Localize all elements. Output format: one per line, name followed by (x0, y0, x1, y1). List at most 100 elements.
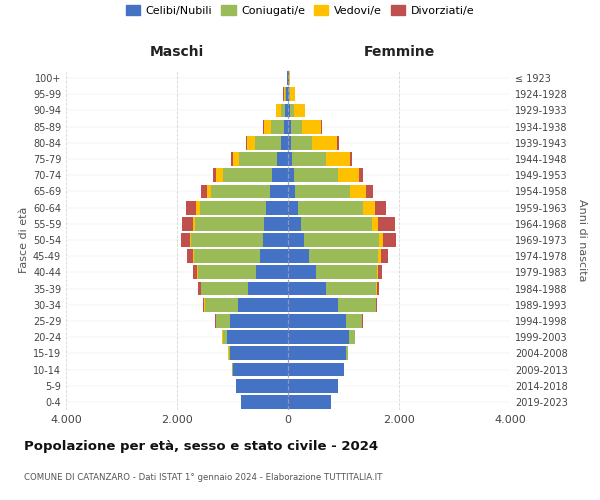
Bar (233, 362, 288, 376)
Bar (379, 233, 383, 247)
Bar (211, 184, 269, 198)
Bar (272, 168, 288, 182)
Bar (377, 266, 379, 280)
Bar (366, 184, 373, 198)
Bar (191, 233, 263, 247)
Bar (290, 104, 294, 118)
Bar (198, 282, 200, 296)
Bar (288, 330, 349, 344)
Bar (288, 88, 289, 101)
Bar (292, 152, 326, 166)
Bar (187, 250, 193, 263)
Bar (326, 152, 350, 166)
Bar (376, 298, 377, 312)
Bar (182, 217, 193, 230)
Bar (233, 152, 239, 166)
Bar (255, 136, 281, 149)
Bar (239, 152, 277, 166)
Bar (309, 250, 379, 263)
Bar (247, 136, 254, 149)
Bar (346, 346, 348, 360)
Bar (216, 168, 223, 182)
Bar (304, 233, 379, 247)
Bar (207, 184, 211, 198)
Bar (193, 217, 195, 230)
Bar (288, 282, 326, 296)
Bar (292, 136, 313, 149)
Bar (269, 184, 288, 198)
Bar (229, 346, 230, 360)
Bar (227, 330, 288, 344)
Bar (285, 104, 288, 118)
Bar (338, 168, 359, 182)
Bar (293, 168, 338, 182)
Y-axis label: Anni di nascita: Anni di nascita (577, 198, 587, 281)
Bar (381, 250, 388, 263)
Bar (288, 250, 309, 263)
Bar (281, 136, 288, 149)
Bar (359, 168, 364, 182)
Bar (195, 217, 264, 230)
Bar (372, 217, 379, 230)
Bar (383, 233, 396, 247)
Bar (350, 152, 352, 166)
Bar (288, 217, 301, 230)
Bar (298, 200, 364, 214)
Bar (277, 152, 288, 166)
Bar (294, 104, 305, 118)
Bar (266, 200, 288, 214)
Bar (288, 233, 304, 247)
Bar (289, 71, 290, 85)
Bar (290, 88, 295, 101)
Bar (263, 233, 288, 247)
Bar (313, 136, 337, 149)
Bar (377, 282, 379, 296)
Bar (288, 379, 338, 392)
Bar (288, 266, 316, 280)
Bar (288, 168, 293, 182)
Bar (350, 184, 366, 198)
Bar (289, 88, 290, 101)
Bar (263, 120, 271, 134)
Bar (379, 217, 395, 230)
Bar (230, 346, 288, 360)
Bar (302, 120, 322, 134)
Bar (288, 120, 291, 134)
Bar (326, 282, 376, 296)
Bar (202, 184, 207, 198)
Bar (281, 104, 285, 118)
Bar (197, 266, 256, 280)
Bar (288, 184, 295, 198)
Bar (286, 88, 288, 101)
Bar (223, 168, 272, 182)
Bar (349, 330, 355, 344)
Bar (203, 298, 205, 312)
Bar (376, 282, 377, 296)
Bar (181, 233, 190, 247)
Bar (338, 298, 376, 312)
Bar (230, 314, 288, 328)
Bar (260, 250, 288, 263)
Bar (196, 200, 200, 214)
Bar (379, 250, 381, 263)
Text: Popolazione per età, sesso e stato civile - 2024: Popolazione per età, sesso e stato civil… (24, 440, 378, 453)
Bar (193, 250, 194, 263)
Bar (264, 217, 288, 230)
Bar (194, 250, 260, 263)
Bar (285, 88, 286, 101)
Bar (231, 152, 233, 166)
Text: Femmine: Femmine (364, 44, 434, 59)
Bar (374, 200, 386, 214)
Bar (288, 298, 338, 312)
Bar (193, 266, 197, 280)
Y-axis label: Fasce di età: Fasce di età (19, 207, 29, 273)
Bar (337, 136, 339, 149)
Text: COMUNE DI CATANZARO - Dati ISTAT 1° gennaio 2024 - Elaborazione TUTTITALIA.IT: COMUNE DI CATANZARO - Dati ISTAT 1° genn… (24, 473, 382, 482)
Bar (246, 136, 247, 149)
Bar (236, 379, 288, 392)
Bar (288, 152, 292, 166)
Bar (316, 266, 377, 280)
Bar (291, 120, 302, 134)
Bar (223, 330, 227, 344)
Bar (284, 88, 285, 101)
